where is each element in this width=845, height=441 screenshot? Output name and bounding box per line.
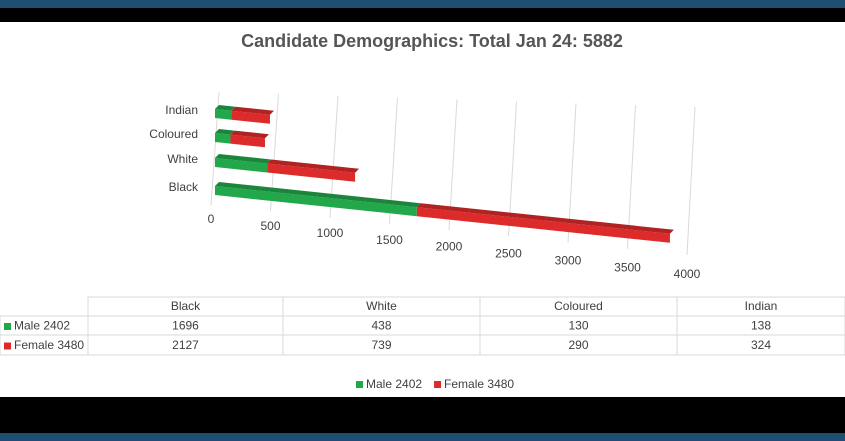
y-tick-label: White xyxy=(167,152,198,166)
x-tick-label: 3000 xyxy=(555,253,582,267)
legend-swatch xyxy=(434,381,442,388)
x-tick-label: 1500 xyxy=(376,233,403,247)
bar-top xyxy=(230,130,269,139)
table-swatch xyxy=(4,323,11,330)
bar-segment xyxy=(215,154,272,173)
bar-front xyxy=(215,186,417,217)
y-tick-label: Coloured xyxy=(149,127,198,141)
table-header: White xyxy=(366,299,397,313)
x-tick-label: 3500 xyxy=(614,260,641,274)
x-tick-label: 500 xyxy=(260,219,280,233)
bar-front xyxy=(215,133,231,144)
table-row-label: Male 2402 xyxy=(14,319,70,333)
table-value: 324 xyxy=(751,338,771,352)
table-value: 130 xyxy=(568,319,588,333)
bar-front xyxy=(267,163,356,182)
bar-segment xyxy=(267,159,360,182)
table-value: 739 xyxy=(371,338,391,352)
table-header: Indian xyxy=(745,299,778,313)
bar-front xyxy=(215,109,232,120)
x-tick-label: 1000 xyxy=(317,226,344,240)
x-tick-label: 2500 xyxy=(495,247,522,261)
table-swatch xyxy=(4,342,11,350)
table-value: 438 xyxy=(371,319,391,333)
bottom-band xyxy=(0,433,845,441)
bar-top xyxy=(215,105,236,111)
x-tick-label: 2000 xyxy=(436,240,463,254)
grid-line xyxy=(627,105,636,249)
table-header: Black xyxy=(171,299,201,313)
table-value: 1696 xyxy=(172,319,199,333)
bar-segment xyxy=(215,182,421,217)
bar-front xyxy=(231,110,270,124)
chart-title: Candidate Demographics: Total Jan 24: 58… xyxy=(241,31,623,51)
table-cell xyxy=(676,334,845,356)
table-value: 2127 xyxy=(172,338,199,352)
bar-front xyxy=(416,207,670,243)
bottom-bar xyxy=(0,397,845,433)
bar-segment xyxy=(231,106,274,124)
table-value: 138 xyxy=(751,319,771,333)
bar-segment xyxy=(215,105,236,120)
bar-top xyxy=(215,182,421,208)
bar-top xyxy=(231,106,274,115)
x-tick-label: 4000 xyxy=(674,267,701,281)
legend-swatch xyxy=(356,381,363,388)
top-band xyxy=(0,0,845,8)
x-tick-label: 0 xyxy=(208,212,215,226)
legend-label: Male 2402 xyxy=(366,377,422,391)
bar-segment xyxy=(416,203,674,243)
y-tick-label: Indian xyxy=(165,103,198,117)
table-row-label: Female 3480 xyxy=(14,338,84,352)
bar-top xyxy=(215,154,272,164)
table-value: 290 xyxy=(568,338,588,352)
bar-top xyxy=(215,129,235,135)
y-tick-label: Black xyxy=(169,180,199,194)
bar-segment xyxy=(215,129,235,144)
table-header: Coloured xyxy=(554,299,603,313)
legend-label: Female 3480 xyxy=(444,377,514,391)
bar-top xyxy=(416,203,674,234)
bar-segment xyxy=(230,130,269,148)
grid-line xyxy=(686,106,696,256)
bar-top xyxy=(267,159,360,173)
bar-front xyxy=(230,134,265,148)
bar-front xyxy=(215,158,268,173)
top-bar xyxy=(0,8,845,22)
